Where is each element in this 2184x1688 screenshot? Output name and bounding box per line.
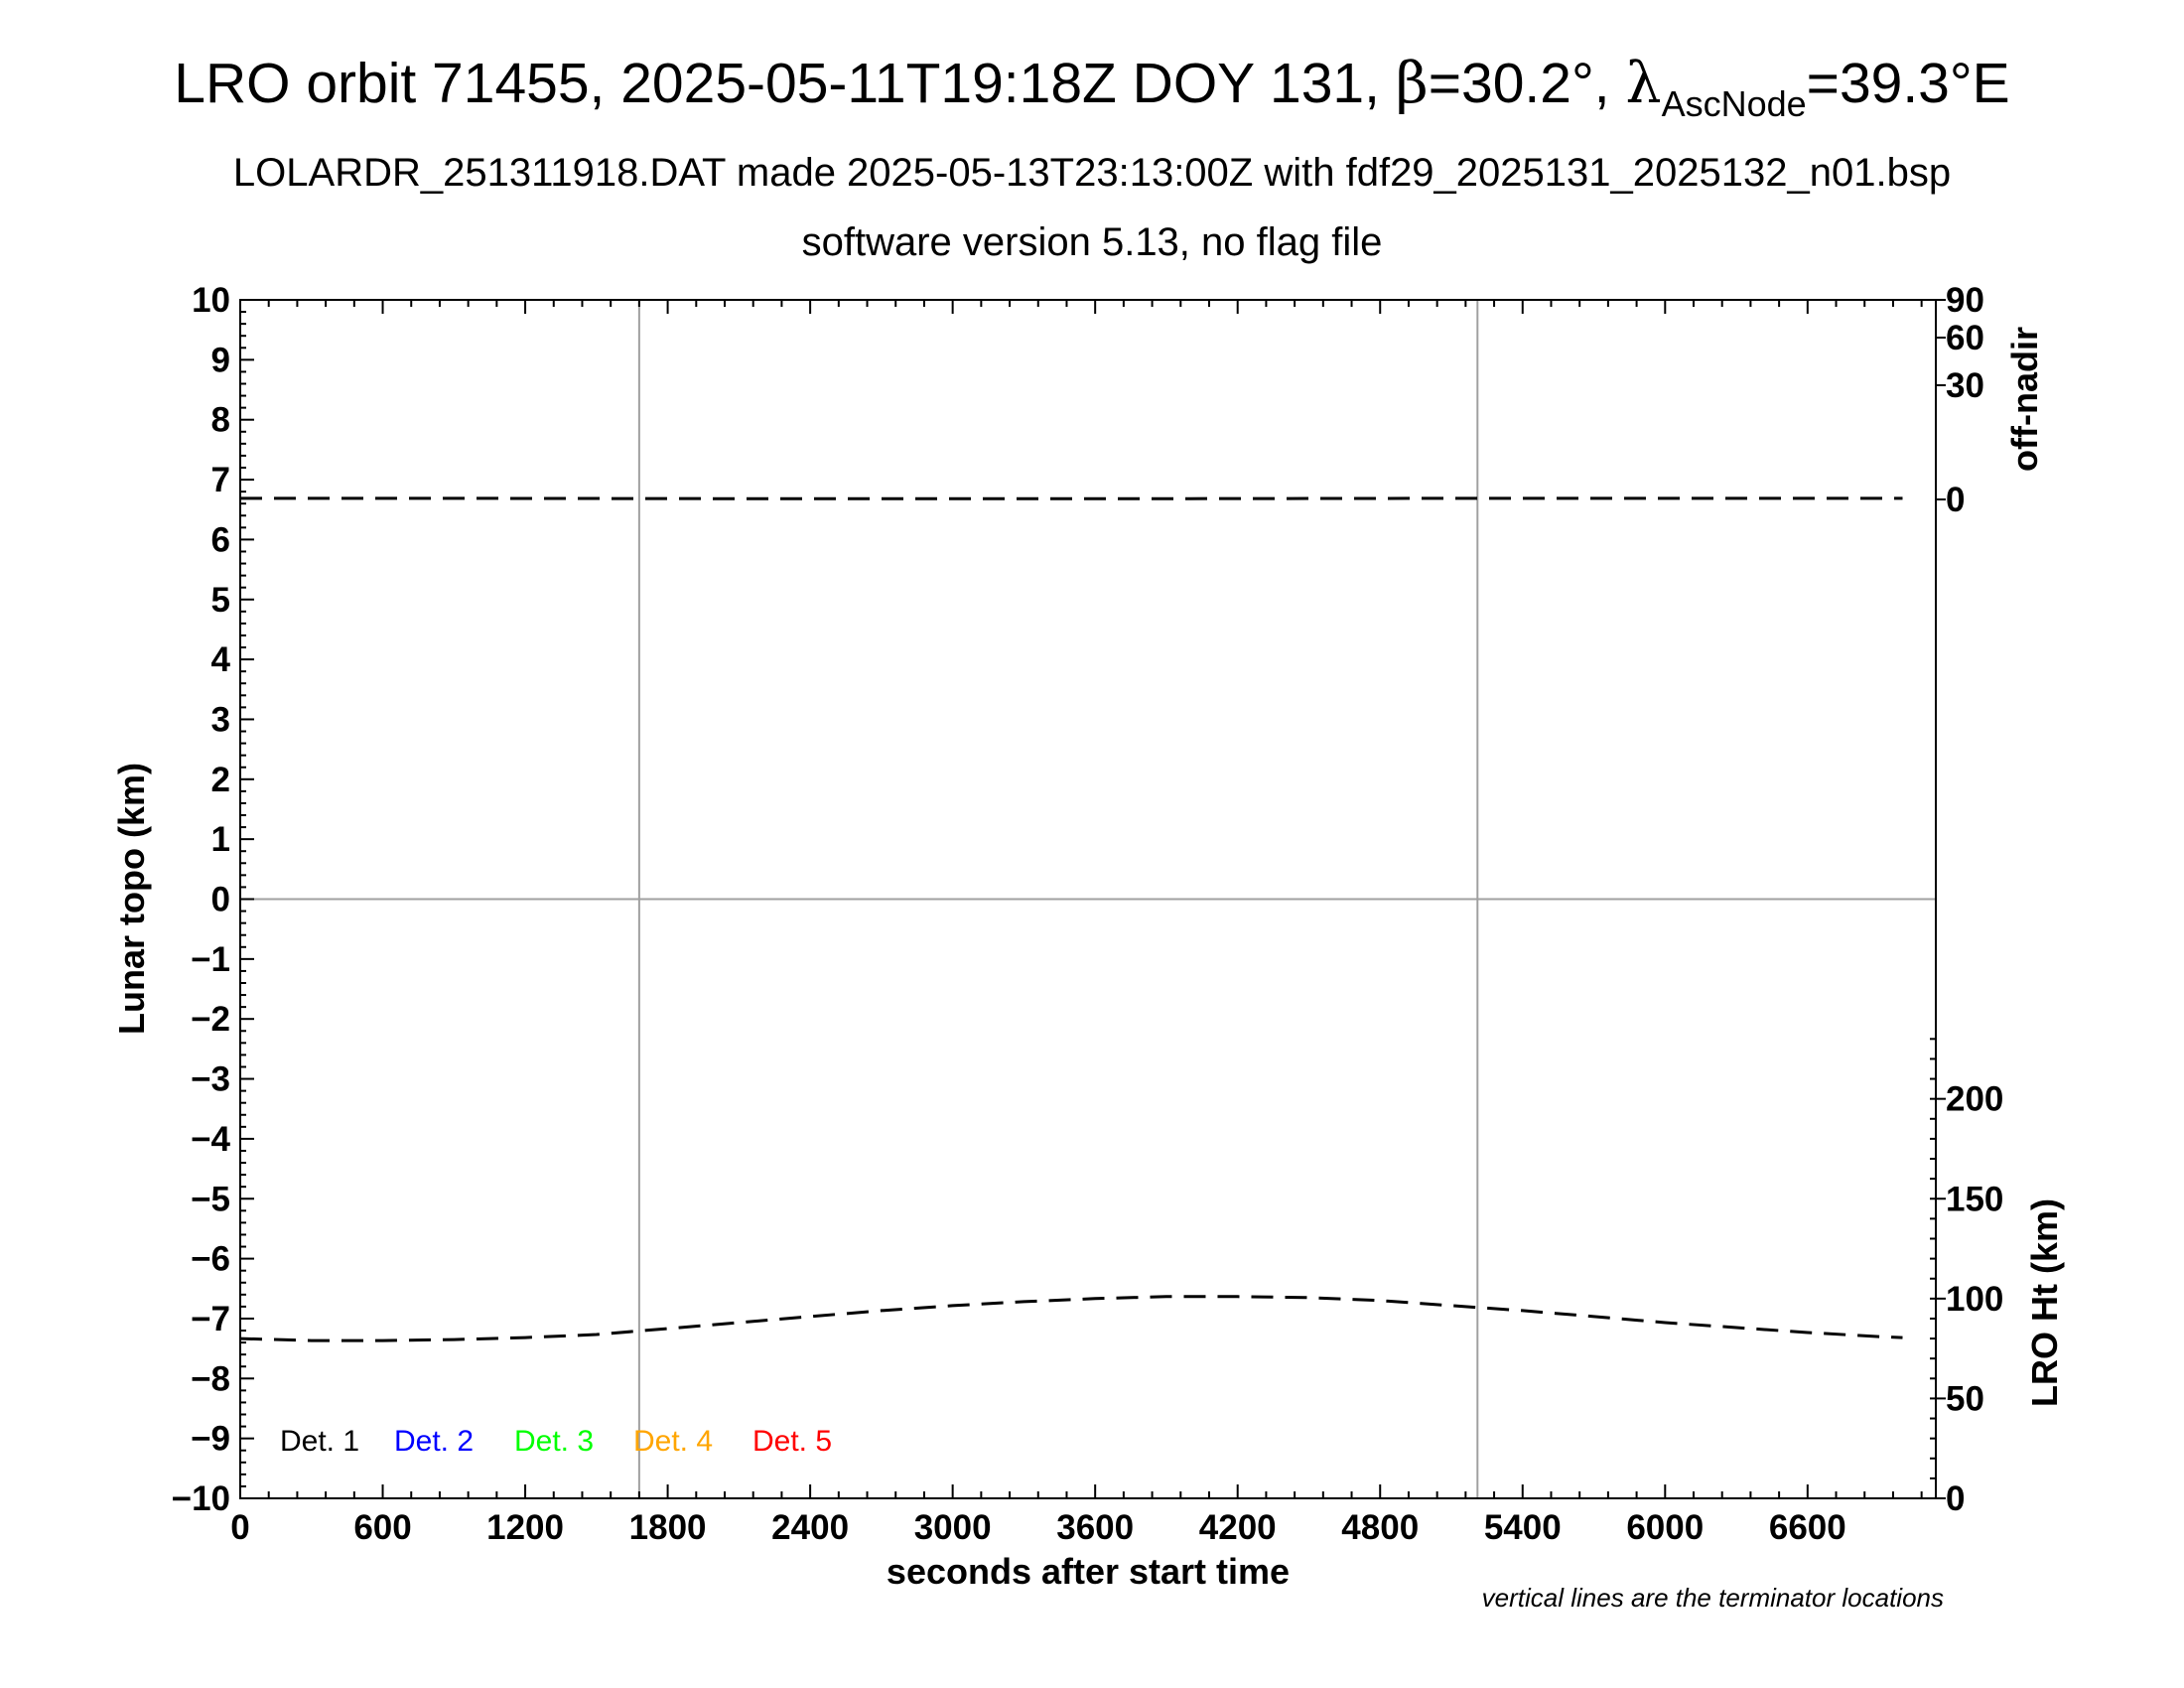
axis-ticks: 0 600 1200 1800 2400 3000 3600 4200 4800 5400 6000…	[172, 281, 2004, 1547]
off-nadir-tick-label: 30	[1946, 366, 1984, 405]
series-group	[239, 496, 1903, 1342]
y-tick-label: 5	[211, 581, 230, 620]
off-nadir-tick-label: 60	[1946, 319, 1984, 357]
y-tick-label: 8	[211, 401, 230, 440]
y-tick-label: 6	[211, 520, 230, 559]
y-tick-label: −10	[172, 1479, 230, 1518]
plot-frame	[239, 299, 1937, 1499]
x-tick-label: 2400	[771, 1508, 849, 1547]
terminator-footnote: vertical lines are the terminator locati…	[1482, 1583, 1944, 1613]
y-tick-label: −5	[191, 1180, 230, 1218]
x-axis-label: seconds after start time	[887, 1551, 1290, 1592]
x-tick-label: 3600	[1056, 1508, 1134, 1547]
grid	[240, 298, 1936, 1498]
x-tick-label: 6600	[1769, 1508, 1846, 1547]
right-axis-label-off-nadir: off-nadir	[2004, 327, 2045, 472]
off-nadir-tick-label: 90	[1946, 281, 1984, 320]
x-tick-label: 4200	[1199, 1508, 1277, 1547]
lro-ht-tick-label: 50	[1946, 1379, 1984, 1418]
chart-title: LRO orbit 71455, 2025-05-11T19:18Z DOY 1…	[174, 51, 2009, 124]
y-tick-label: −3	[191, 1060, 230, 1099]
legend-det-5: Det. 5	[752, 1425, 832, 1458]
legend-det-2: Det. 2	[394, 1425, 474, 1458]
y-axis-label: Lunar topo (km)	[111, 763, 152, 1035]
y-tick-label: −2	[191, 1000, 230, 1039]
y-tick-label: −4	[191, 1120, 230, 1159]
legend-det-4: Det. 4	[633, 1425, 713, 1458]
legend-det-1: Det. 1	[280, 1425, 359, 1458]
y-tick-label: −8	[191, 1359, 230, 1398]
y-tick-label: −7	[191, 1300, 230, 1338]
y-tick-label: 1	[211, 820, 230, 859]
y-tick-label: 4	[211, 640, 231, 679]
y-tick-label: −6	[191, 1240, 230, 1279]
lro-ht-tick-label: 100	[1946, 1280, 2003, 1319]
x-tick-label: 4800	[1341, 1508, 1419, 1547]
lro-ht-tick-label: 150	[1946, 1180, 2003, 1218]
x-tick-label: 0	[230, 1508, 249, 1547]
legend-det-3: Det. 3	[514, 1425, 594, 1458]
y-tick-label: 2	[211, 761, 230, 799]
y-tick-label: 3	[211, 700, 230, 739]
x-tick-label: 1800	[629, 1508, 707, 1547]
x-tick-label: 5400	[1484, 1508, 1562, 1547]
y-tick-label: 0	[211, 881, 230, 919]
y-tick-label: 7	[211, 461, 230, 499]
right-axis-label-lro-ht: LRO Ht (km)	[2024, 1198, 2065, 1407]
x-tick-label: 600	[353, 1508, 411, 1547]
lro-ht-tick-label: 0	[1946, 1479, 1965, 1518]
x-tick-label: 3000	[914, 1508, 992, 1547]
y-tick-label: −9	[191, 1420, 230, 1459]
chart-subtitle-file: LOLARDR_251311918.DAT made 2025-05-13T23…	[233, 151, 1951, 195]
y-tick-label: 9	[211, 341, 230, 379]
off-nadir-tick-label: 0	[1946, 481, 1965, 519]
lro-height-series	[239, 1295, 1903, 1342]
legend: Det. 1 Det. 2 Det. 3 Det. 4 Det. 5	[280, 1425, 832, 1458]
lro-ht-tick-label: 200	[1946, 1080, 2003, 1119]
y-tick-label: 10	[192, 281, 230, 320]
x-tick-label: 6000	[1626, 1508, 1704, 1547]
chart-subtitle-version: software version 5.13, no flag file	[802, 220, 1383, 264]
x-tick-label: 1200	[486, 1508, 564, 1547]
y-tick-label: −1	[191, 940, 230, 979]
